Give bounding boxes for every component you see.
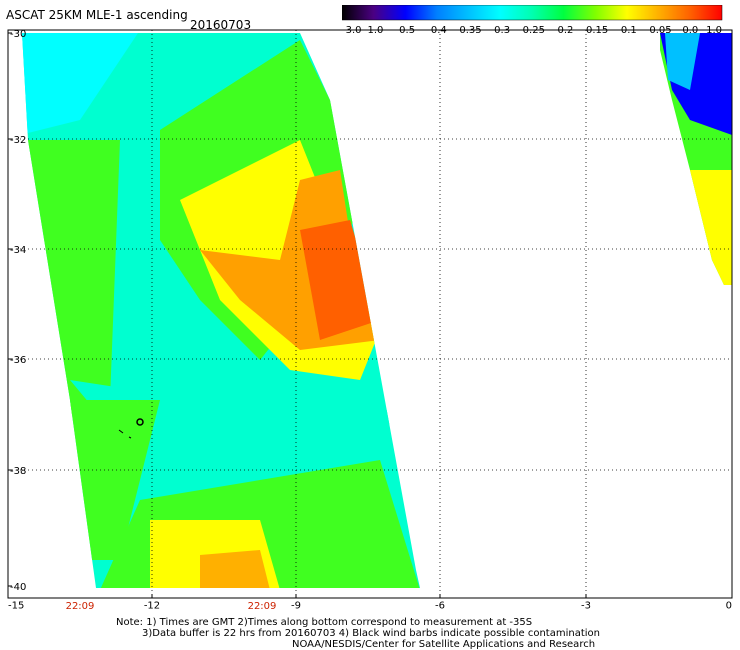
map-date: 20160703 bbox=[190, 18, 252, 32]
x-tick-label: 0 bbox=[726, 600, 732, 611]
grid-lines bbox=[8, 30, 732, 598]
note-line-1: Note: 1) Times are GMT 2)Times along bot… bbox=[116, 617, 533, 628]
swath-west bbox=[22, 33, 420, 588]
note-line-2: 3)Data buffer is 22 hrs from 20160703 4)… bbox=[142, 628, 600, 639]
time-label: 22:09 bbox=[248, 601, 277, 612]
y-tick-label: -38 bbox=[10, 466, 26, 477]
plot-frame bbox=[7, 29, 733, 599]
time-labels: 22:09 22:09 bbox=[66, 601, 277, 612]
y-tick-label: -34 bbox=[10, 245, 26, 256]
swath-east bbox=[660, 33, 732, 285]
x-tick-label: -12 bbox=[144, 600, 160, 611]
x-tick-label: -15 bbox=[8, 600, 24, 611]
y-axis-ticks: -30 -32 -34 -36 -38 -40 bbox=[8, 29, 26, 593]
credits-line: NOAA/NESDIS/Center for Satellite Applica… bbox=[292, 639, 596, 650]
x-tick-label: -6 bbox=[435, 600, 445, 611]
x-tick-label: -9 bbox=[291, 600, 301, 611]
y-tick-label: -40 bbox=[10, 582, 26, 593]
x-axis-ticks: -15 -12 -9 -6 -3 0 bbox=[7, 594, 733, 611]
y-tick-label: -30 bbox=[10, 29, 26, 40]
wind-barb-markers bbox=[118, 418, 144, 439]
y-tick-label: -32 bbox=[10, 135, 26, 146]
map-title: ASCAT 25KM MLE-1 ascending bbox=[6, 8, 188, 22]
y-tick-label: -36 bbox=[10, 355, 26, 366]
colorbar-ramp bbox=[342, 5, 723, 21]
time-label: 22:09 bbox=[66, 601, 95, 612]
x-tick-label: -3 bbox=[581, 600, 591, 611]
